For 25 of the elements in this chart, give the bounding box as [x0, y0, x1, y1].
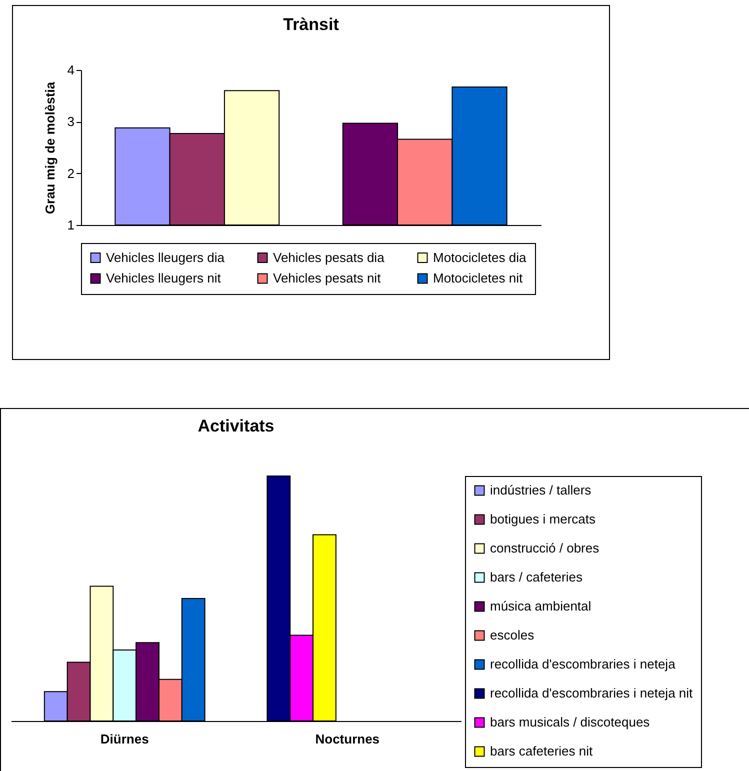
- legend-label: Vehicles lleugers dia: [106, 250, 226, 265]
- legend-label: bars / cafeteries: [490, 570, 583, 584]
- chart-title: Activitats: [198, 416, 274, 436]
- legend-label: recollida d'escombraries i neteja: [490, 656, 676, 672]
- legend-label: Motocicletes dia: [433, 250, 527, 265]
- y-axis-title: Grau mig de molèstia: [42, 81, 58, 214]
- legend-label: indústries / tallers: [490, 482, 592, 498]
- legend-label: Vehicles pesats nit: [273, 270, 382, 286]
- legend-label: Vehicles pesats dia: [273, 250, 386, 265]
- legend-label: Motocicletes nit: [433, 270, 523, 286]
- legend-label: recollida d'escombraries i neteja nit: [490, 686, 694, 700]
- y-tick-label: 3: [67, 114, 74, 130]
- y-tick-label: 1: [67, 218, 74, 232]
- legend-label: bars musicals / discoteques: [490, 714, 650, 730]
- legend-label: música ambiental: [490, 598, 592, 614]
- legend-label: botigues i mercats: [490, 512, 596, 526]
- legend-label: construcció / obres: [490, 540, 600, 556]
- legend-label: escoles: [490, 628, 535, 642]
- legend-label: Vehicles lleugers nit: [106, 270, 222, 286]
- legend-label: bars cafeteries nit: [490, 744, 593, 758]
- y-tick-label: 2: [67, 166, 74, 181]
- x-tick-label: Nocturnes: [315, 732, 380, 746]
- chart-title: Trànsit: [283, 15, 340, 34]
- x-tick-label: Diürnes: [100, 732, 149, 746]
- y-tick-label: 4: [67, 62, 74, 78]
